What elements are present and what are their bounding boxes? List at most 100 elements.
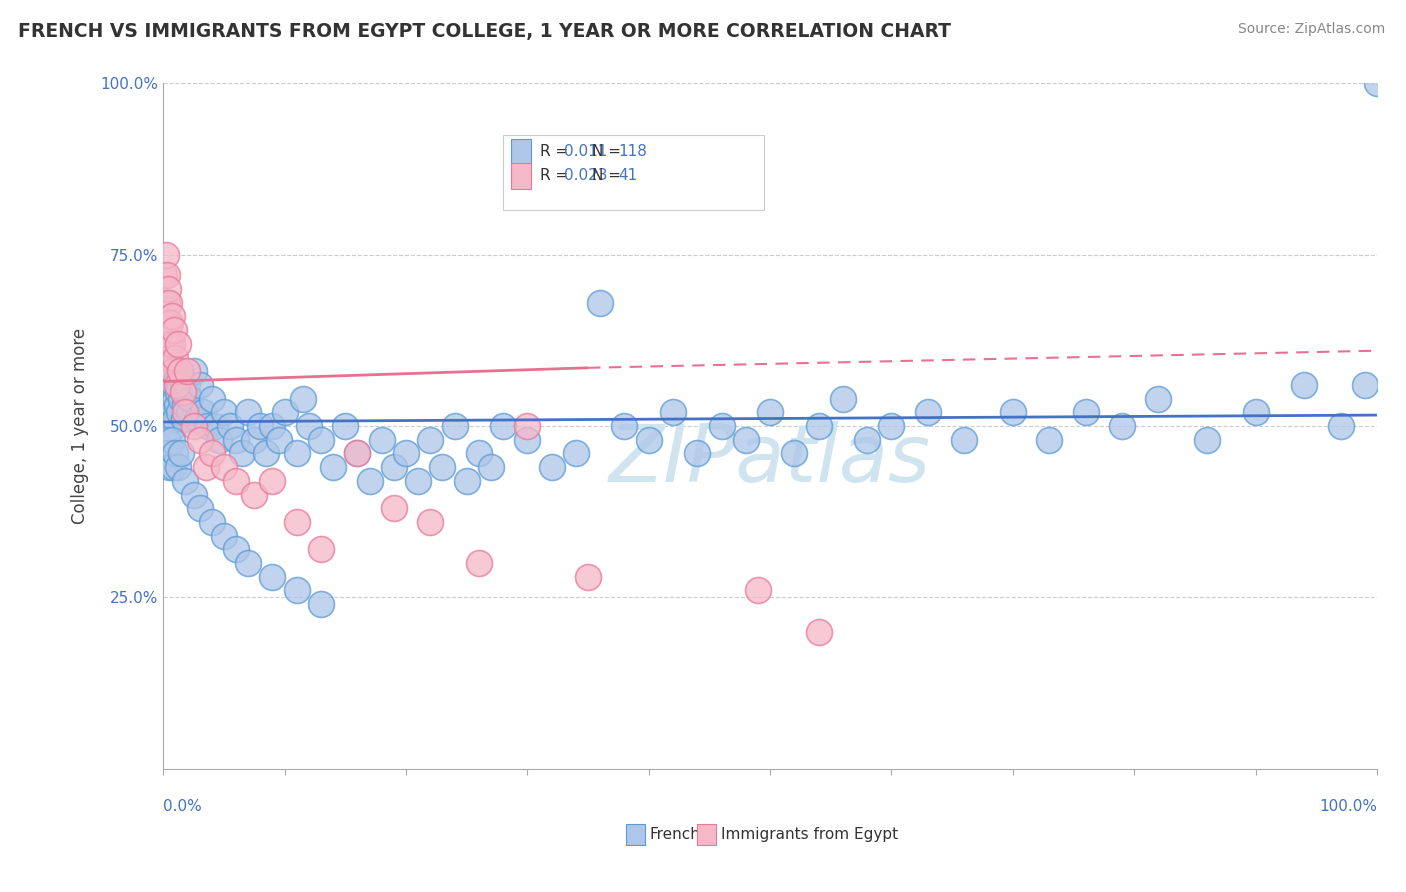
Point — [406, 474, 429, 488]
Point — [565, 446, 588, 460]
Point — [225, 474, 247, 488]
Point — [188, 501, 211, 516]
Point — [160, 310, 183, 324]
Point — [309, 433, 332, 447]
Point — [157, 351, 180, 365]
Point — [176, 378, 198, 392]
Text: 0.011: 0.011 — [564, 145, 607, 159]
Point — [183, 419, 205, 434]
Point — [170, 392, 193, 406]
Point — [807, 419, 830, 434]
Point — [1244, 405, 1267, 419]
Point — [169, 364, 191, 378]
Point — [155, 351, 177, 365]
Point — [165, 351, 187, 365]
Point — [159, 384, 181, 399]
Point — [1195, 433, 1218, 447]
Text: 0.023: 0.023 — [564, 169, 607, 183]
Point — [225, 433, 247, 447]
Point — [212, 460, 235, 475]
Point — [637, 433, 659, 447]
Point — [576, 570, 599, 584]
Point — [1365, 77, 1388, 91]
Point — [225, 542, 247, 557]
Point — [1074, 405, 1097, 419]
Point — [160, 392, 183, 406]
Point — [167, 405, 190, 419]
Point — [219, 419, 242, 434]
Text: 41: 41 — [619, 169, 637, 183]
Point — [162, 460, 184, 475]
Point — [195, 419, 218, 434]
Point — [479, 460, 502, 475]
Point — [212, 529, 235, 543]
Point — [201, 392, 224, 406]
Point — [193, 405, 215, 419]
Point — [176, 364, 198, 378]
Point — [309, 597, 332, 611]
Point — [157, 384, 180, 399]
Point — [159, 405, 181, 419]
Point — [163, 419, 186, 434]
Point — [1354, 378, 1376, 392]
Point — [163, 378, 186, 392]
Point — [267, 433, 290, 447]
Point — [243, 433, 266, 447]
Point — [309, 542, 332, 557]
Text: 100.0%: 100.0% — [1319, 799, 1376, 814]
Point — [174, 399, 197, 413]
Point — [157, 446, 180, 460]
Point — [468, 446, 491, 460]
Point — [201, 446, 224, 460]
Point — [262, 570, 284, 584]
Point — [155, 248, 177, 262]
Text: 118: 118 — [619, 145, 647, 159]
Point — [238, 556, 260, 570]
Point — [157, 460, 180, 475]
Point — [516, 433, 538, 447]
Point — [165, 412, 187, 426]
Point — [285, 515, 308, 529]
Point — [285, 583, 308, 598]
Point — [166, 399, 188, 413]
Text: N =: N = — [592, 145, 626, 159]
Point — [157, 364, 180, 378]
Point — [231, 446, 253, 460]
Point — [166, 371, 188, 385]
Text: R =: R = — [540, 169, 572, 183]
Point — [157, 371, 180, 385]
Point — [165, 446, 187, 460]
Point — [155, 316, 177, 330]
Point — [346, 446, 368, 460]
Point — [419, 433, 441, 447]
Point — [249, 419, 271, 434]
Point — [456, 474, 478, 488]
Point — [443, 419, 465, 434]
Point — [516, 419, 538, 434]
Point — [468, 556, 491, 570]
Text: Immigrants from Egypt: Immigrants from Egypt — [720, 827, 897, 841]
Point — [291, 392, 314, 406]
Point — [346, 446, 368, 460]
Point — [432, 460, 454, 475]
Point — [832, 392, 855, 406]
Point — [807, 624, 830, 639]
Point — [188, 378, 211, 392]
Point — [194, 460, 217, 475]
Y-axis label: College, 1 year or more: College, 1 year or more — [72, 328, 89, 524]
Text: R =: R = — [540, 145, 572, 159]
Text: Source: ZipAtlas.com: Source: ZipAtlas.com — [1237, 22, 1385, 37]
Point — [170, 446, 193, 460]
Point — [243, 487, 266, 501]
Point — [156, 433, 179, 447]
Point — [157, 336, 180, 351]
Point — [153, 268, 176, 283]
Text: French: French — [650, 827, 700, 841]
Point — [157, 295, 180, 310]
Point — [174, 384, 197, 399]
Point — [179, 392, 201, 406]
Point — [166, 460, 188, 475]
Point — [370, 433, 392, 447]
Text: N =: N = — [592, 169, 626, 183]
Point — [201, 515, 224, 529]
